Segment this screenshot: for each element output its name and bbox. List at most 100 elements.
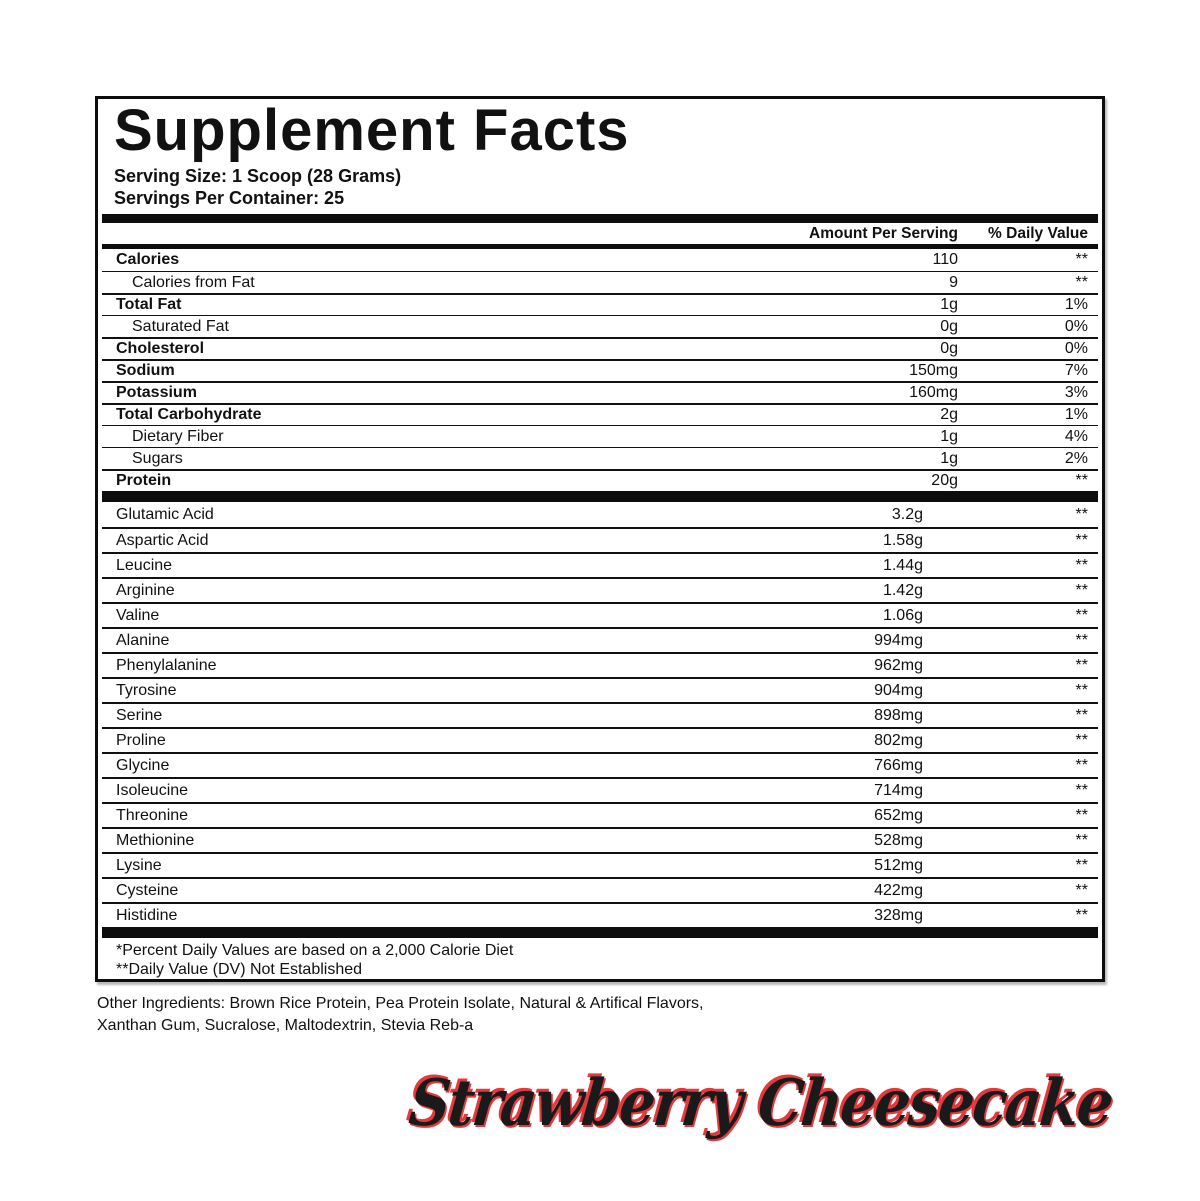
top-divider-bar xyxy=(102,214,1098,223)
amino-acid-row-name: Histidine xyxy=(116,906,178,924)
amino-acid-row: Histidine 328mg ** xyxy=(102,902,1098,927)
amino-acid-row-name: Glutamic Acid xyxy=(116,505,214,523)
daily-value-column-header: % Daily Value xyxy=(988,224,1088,242)
other-ingredients-line-2: Xanthan Gum, Sucralose, Maltodextrin, St… xyxy=(97,1017,474,1034)
amino-acid-row-amount: 328mg xyxy=(874,906,923,924)
amino-acid-row: Alanine 994mg ** xyxy=(102,627,1098,652)
amino-acid-row: Arginine 1.42g ** xyxy=(102,577,1098,602)
nutrient-row: Sodium 150mg 7% xyxy=(102,359,1098,381)
amino-acid-row: Cysteine 422mg ** xyxy=(102,877,1098,902)
amino-acid-row: Leucine 1.44g ** xyxy=(102,552,1098,577)
nutrient-row-name: Calories from Fat xyxy=(132,273,255,291)
amino-acid-row-daily-value: ** xyxy=(1075,606,1088,624)
protein-section-divider-bar xyxy=(102,491,1098,502)
nutrient-row: Saturated Fat 0g 0% xyxy=(102,315,1098,337)
nutrient-row-amount: 1g xyxy=(940,296,958,313)
amino-acid-row-name: Glycine xyxy=(116,756,170,774)
amino-acid-row: Glutamic Acid 3.2g ** xyxy=(102,502,1098,527)
amino-acid-row-daily-value: ** xyxy=(1075,505,1088,523)
amino-acid-row-daily-value: ** xyxy=(1075,681,1088,699)
nutrient-row-amount: 1g xyxy=(940,449,958,467)
amino-acid-row-daily-value: ** xyxy=(1075,881,1088,899)
nutrient-row-amount: 160mg xyxy=(909,384,958,401)
amino-acid-row-name: Aspartic Acid xyxy=(116,531,209,549)
amino-acid-row-daily-value: ** xyxy=(1075,731,1088,749)
nutrient-row-name: Total Fat xyxy=(116,296,182,313)
amino-acid-row-daily-value: ** xyxy=(1075,781,1088,799)
amino-acid-row-daily-value: ** xyxy=(1075,656,1088,674)
nutrient-row-name: Calories xyxy=(116,251,180,268)
nutrient-row-name: Sodium xyxy=(116,362,175,379)
amino-acid-row: Glycine 766mg ** xyxy=(102,752,1098,777)
amino-acid-row-daily-value: ** xyxy=(1075,906,1088,924)
nutrient-row-daily-value: 1% xyxy=(1064,406,1088,423)
amino-acid-row-daily-value: ** xyxy=(1075,556,1088,574)
amino-acid-row-amount: 422mg xyxy=(874,881,923,899)
nutrient-row-daily-value: 1% xyxy=(1064,296,1088,313)
amino-acid-row: Phenylalanine 962mg ** xyxy=(102,652,1098,677)
amino-acid-row-amount: 994mg xyxy=(874,631,923,649)
nutrient-row-daily-value: 0% xyxy=(1064,317,1088,335)
amino-acid-row-daily-value: ** xyxy=(1075,856,1088,874)
nutrient-row-amount: 150mg xyxy=(909,362,958,379)
nutrient-row-daily-value: ** xyxy=(1075,273,1088,291)
amino-acid-row-daily-value: ** xyxy=(1075,531,1088,549)
amino-acid-row: Methionine 528mg ** xyxy=(102,827,1098,852)
amino-acid-row-name: Valine xyxy=(116,606,160,624)
amino-acid-row-name: Proline xyxy=(116,731,166,749)
nutrient-row-daily-value: 0% xyxy=(1064,340,1088,357)
amino-acid-row-amount: 512mg xyxy=(874,856,923,874)
nutrient-row-daily-value: 2% xyxy=(1064,449,1088,467)
nutrient-row: Cholesterol 0g 0% xyxy=(102,337,1098,359)
amino-acid-row-amount: 1.06g xyxy=(882,606,923,624)
amino-acid-row-amount: 714mg xyxy=(874,781,923,799)
amino-acid-row-amount: 652mg xyxy=(874,806,923,824)
amino-acid-row-name: Serine xyxy=(116,706,163,724)
nutrient-row-amount: 2g xyxy=(940,406,958,423)
amino-acid-table: Glutamic Acid 3.2g ** Aspartic Acid 1.58g ** L… xyxy=(102,502,1098,927)
amino-acid-row-name: Lysine xyxy=(116,856,162,874)
nutrient-row: Calories 110 ** xyxy=(102,249,1098,271)
nutrient-table: Calories 110 ** Calories from Fat 9 ** Total F… xyxy=(102,249,1098,491)
panel-title: Supplement Facts xyxy=(114,98,630,163)
nutrient-row-amount: 0g xyxy=(940,317,958,335)
amino-acid-row: Valine 1.06g ** xyxy=(102,602,1098,627)
amino-acid-row: Isoleucine 714mg ** xyxy=(102,777,1098,802)
nutrient-row-daily-value: ** xyxy=(1075,251,1088,268)
nutrient-row-name: Potassium xyxy=(116,384,197,401)
other-ingredients-line-1: Other Ingredients: Brown Rice Protein, P… xyxy=(97,995,704,1012)
serving-size: Serving Size: 1 Scoop (28 Grams) xyxy=(114,166,402,186)
amino-acid-row-amount: 802mg xyxy=(874,731,923,749)
footnote-dv-not-established: **Daily Value (DV) Not Established xyxy=(116,961,363,978)
nutrient-row-amount: 110 xyxy=(932,251,958,268)
nutrient-row-daily-value: ** xyxy=(1075,472,1088,489)
footnotes: *Percent Daily Values are based on a 2,0… xyxy=(102,938,1098,979)
amino-acid-row-name: Cysteine xyxy=(116,881,179,899)
nutrient-row-name: Sugars xyxy=(132,449,183,467)
amino-acid-row-daily-value: ** xyxy=(1075,631,1088,649)
column-header-row: Amount Per Serving % Daily Value xyxy=(102,223,1098,244)
servings-per-container: Servings Per Container: 25 xyxy=(114,188,345,208)
amino-acid-row-amount: 1.44g xyxy=(882,556,923,574)
nutrient-row-amount: 0g xyxy=(940,340,958,357)
amino-acid-row-amount: 898mg xyxy=(874,706,923,724)
amino-acid-row-name: Tyrosine xyxy=(116,681,177,699)
amino-acid-row-daily-value: ** xyxy=(1075,706,1088,724)
flavor-name: Strawberry Cheesecake xyxy=(406,1066,1116,1141)
nutrient-row-amount: 1g xyxy=(940,427,958,445)
amino-acid-row-name: Arginine xyxy=(116,581,175,599)
nutrient-row-name: Dietary Fiber xyxy=(132,427,224,445)
footnote-section-divider-bar xyxy=(102,927,1098,938)
amino-acid-row-amount: 528mg xyxy=(874,831,923,849)
nutrient-row: Total Carbohydrate 2g 1% xyxy=(102,403,1098,425)
nutrient-row: Calories from Fat 9 ** xyxy=(102,271,1098,293)
nutrient-row-name: Total Carbohydrate xyxy=(116,406,262,423)
amino-acid-row-amount: 1.58g xyxy=(882,531,923,549)
amino-acid-row-daily-value: ** xyxy=(1075,806,1088,824)
amino-acid-row-amount: 3.2g xyxy=(891,505,923,523)
amino-acid-row-amount: 1.42g xyxy=(882,581,923,599)
nutrient-row: Dietary Fiber 1g 4% xyxy=(102,425,1098,447)
amino-acid-row-daily-value: ** xyxy=(1075,831,1088,849)
nutrient-row: Total Fat 1g 1% xyxy=(102,293,1098,315)
amino-acid-row-daily-value: ** xyxy=(1075,581,1088,599)
